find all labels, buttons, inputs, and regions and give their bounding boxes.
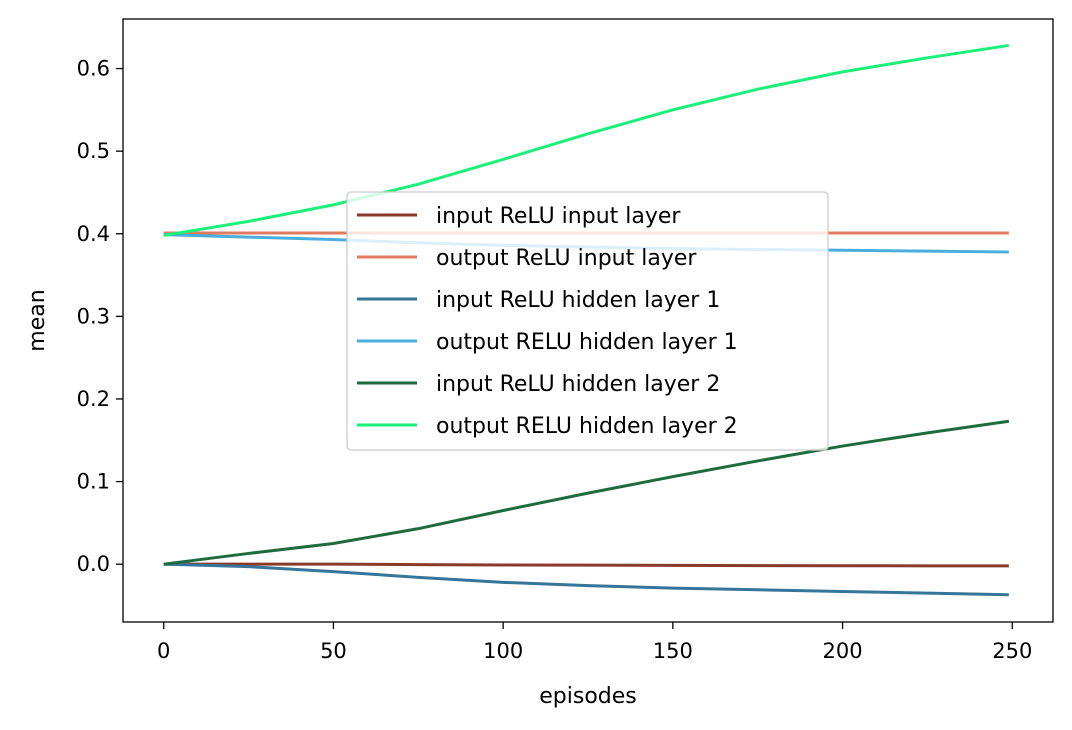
- legend: input ReLU input layer output ReLU input …: [346, 191, 829, 451]
- x-tick-label: 100: [483, 639, 523, 663]
- y-tick-label: 0.5: [77, 139, 110, 163]
- legend-entry: output ReLU input layer: [436, 246, 697, 271]
- x-tick-label: 50: [320, 639, 347, 663]
- y-tick-label: 0.4: [77, 222, 110, 246]
- y-tick-label: 0.6: [77, 57, 110, 81]
- legend-entry: input ReLU hidden layer 1: [436, 288, 720, 313]
- x-tick-label: 150: [653, 639, 693, 663]
- legend-entry: output RELU hidden layer 1: [436, 330, 738, 355]
- x-axis: 0 50 100 150 200 250: [157, 622, 1032, 663]
- series-line-3: [163, 562, 1009, 597]
- x-tick-label: 200: [823, 639, 863, 663]
- y-tick-label: 0.1: [77, 470, 110, 494]
- y-axis-label: mean: [25, 289, 50, 351]
- x-tick-label: 250: [992, 639, 1032, 663]
- series-line-6: [163, 43, 1010, 237]
- y-tick-label: 0.3: [77, 304, 110, 328]
- legend-box: [346, 191, 829, 451]
- series-line-5: [163, 419, 1010, 566]
- plot-area: [122, 18, 1054, 623]
- series-line-1: [163, 562, 1009, 568]
- legend-entry: input ReLU hidden layer 2: [436, 372, 720, 397]
- y-tick-label: 0.0: [77, 552, 110, 576]
- series-layer: [163, 43, 1010, 597]
- legend-entry: input ReLU input layer: [436, 204, 681, 229]
- legend-entry: output RELU hidden layer 2: [436, 414, 738, 439]
- y-axis: 0.0 0.1 0.2 0.3 0.4 0.5 0.6: [77, 57, 123, 576]
- x-axis-label: episodes: [539, 684, 637, 709]
- x-tick-label: 0: [157, 639, 170, 663]
- y-tick-label: 0.2: [77, 387, 110, 411]
